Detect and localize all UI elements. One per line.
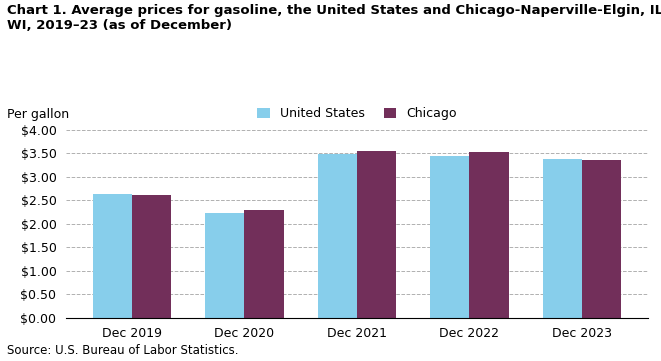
- Bar: [205, 213, 245, 318]
- Bar: [582, 160, 621, 318]
- Text: Source: U.S. Bureau of Labor Statistics.: Source: U.S. Bureau of Labor Statistics.: [7, 344, 238, 357]
- Legend: United States, Chicago: United States, Chicago: [253, 103, 461, 125]
- Bar: [469, 152, 509, 318]
- Text: Chart 1. Average prices for gasoline, the United States and Chicago-Naperville-E: Chart 1. Average prices for gasoline, th…: [7, 4, 661, 32]
- Bar: [430, 156, 469, 318]
- Text: Per gallon: Per gallon: [7, 108, 69, 121]
- Bar: [543, 159, 582, 318]
- Bar: [245, 210, 284, 318]
- Bar: [357, 151, 397, 318]
- Bar: [93, 194, 132, 318]
- Bar: [132, 195, 171, 318]
- Bar: [317, 154, 357, 318]
